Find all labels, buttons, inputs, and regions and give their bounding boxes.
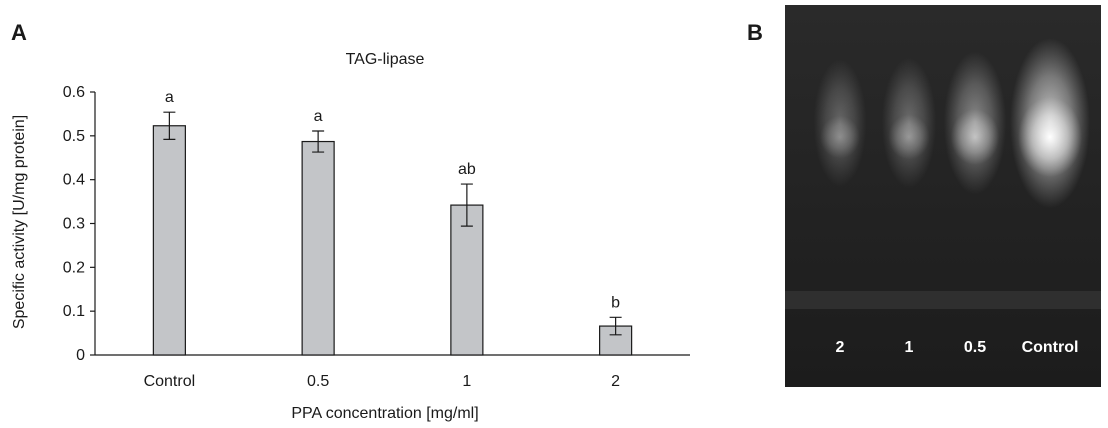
gel-lane-label: 0.5 [963, 339, 987, 356]
x-axis-label: PPA concentration [mg/ml] [291, 405, 478, 422]
bar-chart: TAG-lipase Specific activity [U/mg prote… [11, 51, 690, 422]
gel-image: 2 1 0.5 Control [785, 5, 1101, 387]
bar [599, 325, 633, 356]
x-tick-label: Control [144, 373, 196, 390]
x-tick-label: 0.5 [307, 373, 329, 390]
y-tick-label: 0.6 [63, 84, 85, 101]
gel-band [950, 109, 1000, 165]
gel-lane-label: Control [1021, 339, 1079, 356]
gel-front-line [785, 291, 1101, 309]
bar [301, 140, 335, 356]
y-axis-label: Specific activity [U/mg protein] [11, 115, 28, 329]
bar [152, 125, 186, 356]
y-tick-label: 0.2 [63, 259, 85, 276]
gel-band-group [813, 38, 1090, 208]
significance-label: a [314, 108, 323, 125]
gel-lane-label: 2 [835, 339, 845, 356]
gel-band [1018, 97, 1082, 177]
gel-bands [785, 5, 1101, 387]
error-bar [163, 111, 176, 140]
error-bar [312, 130, 325, 153]
bar [450, 204, 484, 356]
significance-label: b [611, 294, 620, 311]
gel-band [888, 114, 930, 160]
x-tick-label: 1 [462, 373, 471, 390]
gel-lane-label: 1 [904, 339, 914, 356]
gel-band [819, 115, 861, 159]
y-tick-label: 0.3 [63, 216, 85, 233]
y-tick-label: 0.5 [63, 128, 85, 145]
y-tick-label: 0 [76, 347, 85, 364]
bars: a Control a 0.5 ab 1 b 2 [144, 89, 633, 390]
error-bar [609, 316, 622, 336]
significance-label: ab [458, 161, 476, 178]
x-tick-label: 2 [611, 373, 620, 390]
y-tick-label: 0.4 [63, 172, 85, 189]
significance-label: a [165, 89, 174, 106]
chart-title: TAG-lipase [346, 51, 425, 68]
panel-a-label: A [11, 20, 27, 45]
y-ticks: 0 0.1 0.2 0.3 0.4 0.5 0.6 [63, 84, 95, 364]
error-bar [460, 183, 473, 227]
y-tick-label: 0.1 [63, 303, 85, 320]
panel-b-label: B [747, 20, 763, 45]
